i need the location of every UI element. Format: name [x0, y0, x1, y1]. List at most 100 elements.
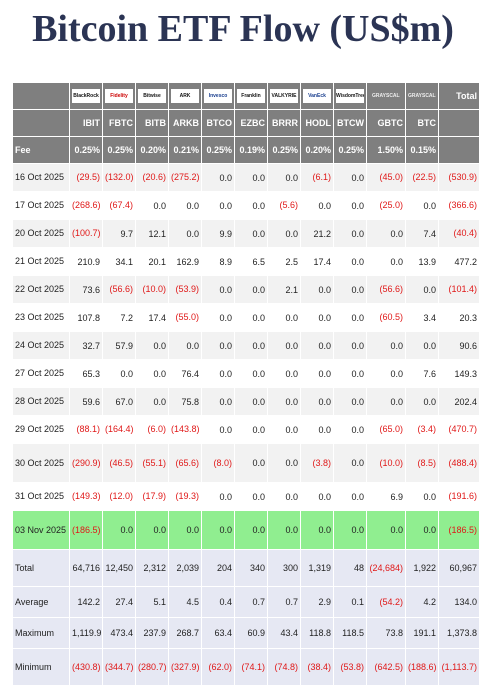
table-row: 17 Oct 2025 (268.6) (67.4) 0.0 0.0 0.0 0.0 (5.6…: [12, 191, 480, 220]
flow-value-cell: 0.0: [234, 443, 268, 483]
flow-value-cell: 0.0: [366, 219, 406, 248]
ticker-cell: FBTC: [102, 109, 136, 137]
flow-value-cell: 0.0: [405, 510, 439, 550]
summary-row: Total 64,716 12,450 2,312 2,039 204 340 300 1,31…: [12, 549, 480, 587]
flow-value-cell: 0.0: [300, 359, 334, 388]
flow-value-cell: (65.6): [168, 443, 202, 483]
flow-value-cell: 7.6: [405, 359, 439, 388]
flow-value-cell: 0.0: [366, 247, 406, 276]
flow-value-cell: 0.0: [333, 331, 367, 360]
flow-value-cell: 0.0: [333, 275, 367, 304]
flow-value-cell: (88.1): [69, 415, 103, 444]
flow-value-cell: 8.9: [201, 247, 235, 276]
fee-cell: 0.20%: [300, 136, 334, 164]
flow-value-cell: 0.0: [333, 415, 367, 444]
flow-value-cell: 0.0: [300, 191, 334, 220]
flow-value-cell: 0.4: [201, 586, 235, 618]
flow-value-cell: (25.0): [366, 191, 406, 220]
flow-value-cell: (5.6): [267, 191, 301, 220]
flow-value-cell: 0.0: [201, 482, 235, 511]
summary-row: Average 142.2 27.4 5.1 4.5 0.4 0.7 0.7 2.9 0.1 (54…: [12, 586, 480, 618]
flow-value-cell: 7.4: [405, 219, 439, 248]
franklin-logo-icon: Franklin: [237, 89, 265, 103]
flow-value-cell: (6.1): [300, 163, 334, 192]
flow-value-cell: (327.9): [168, 648, 202, 686]
etf-flow-table: BlackRock Fidelity Bitwise ARK Invesco F…: [12, 82, 480, 686]
flow-value-cell: 0.0: [333, 510, 367, 550]
flow-value-cell: 0.0: [405, 482, 439, 511]
flow-value-cell: 0.0: [234, 219, 268, 248]
flow-value-cell: 21.2: [300, 219, 334, 248]
flow-value-cell: 0.0: [366, 359, 406, 388]
flow-value-cell: 0.0: [135, 191, 169, 220]
row-total-cell: 134.0: [438, 586, 480, 618]
flow-value-cell: 34.1: [102, 247, 136, 276]
flow-value-cell: 0.0: [267, 510, 301, 550]
flow-value-cell: 0.0: [267, 359, 301, 388]
blackrock-logo-icon: BlackRock: [72, 89, 100, 103]
flow-value-cell: 0.0: [267, 331, 301, 360]
flow-value-cell: 57.9: [102, 331, 136, 360]
table-row: 28 Oct 2025 59.6 67.0 0.0 75.8 0.0 0.0 0.0 0.0 0.…: [12, 387, 480, 416]
flow-value-cell: 107.8: [69, 303, 103, 332]
date-cell: 20 Oct 2025: [12, 219, 70, 248]
flow-value-cell: 0.0: [234, 510, 268, 550]
flow-value-cell: 6.5: [234, 247, 268, 276]
flow-value-cell: (430.8): [69, 648, 103, 686]
fidelity-logo-icon: Fidelity: [105, 89, 133, 103]
table-row: 16 Oct 2025 (29.5) (132.0) (20.6) (275.2) 0.0…: [12, 163, 480, 192]
flow-value-cell: 0.0: [300, 387, 334, 416]
flow-value-cell: (20.6): [135, 163, 169, 192]
flow-value-cell: (132.0): [102, 163, 136, 192]
flow-value-cell: 142.2: [69, 586, 103, 618]
flow-value-cell: 0.0: [168, 331, 202, 360]
flow-value-cell: 0.0: [366, 331, 406, 360]
flow-value-cell: (46.5): [102, 443, 136, 483]
row-total-cell: (488.4): [438, 443, 480, 483]
summary-label-cell: Average: [12, 586, 70, 618]
row-total-cell: (1,113.7): [438, 648, 480, 686]
flow-value-cell: 1,922: [405, 549, 439, 587]
flow-value-cell: 0.0: [405, 387, 439, 416]
flow-value-cell: (56.6): [366, 275, 406, 304]
page-title: Bitcoin ETF Flow (US$m): [32, 8, 454, 50]
flow-value-cell: 3.4: [405, 303, 439, 332]
flow-value-cell: (164.4): [102, 415, 136, 444]
flow-value-cell: (56.6): [102, 275, 136, 304]
flow-value-cell: (8.5): [405, 443, 439, 483]
flow-value-cell: (55.0): [168, 303, 202, 332]
fee-cell: 0.25%: [69, 136, 103, 164]
flow-value-cell: 0.0: [234, 387, 268, 416]
date-cell: 29 Oct 2025: [12, 415, 70, 444]
flow-value-cell: (6.0): [135, 415, 169, 444]
fee-cell: 0.21%: [168, 136, 202, 164]
flow-value-cell: 0.0: [102, 359, 136, 388]
flow-value-cell: 473.4: [102, 617, 136, 649]
issuer-logo: VanEck: [300, 82, 334, 110]
flow-value-cell: 0.0: [201, 163, 235, 192]
flow-value-cell: 0.0: [366, 510, 406, 550]
flow-value-cell: (24,684): [366, 549, 406, 587]
issuer-logo: GRAYSCALE: [366, 82, 406, 110]
flow-value-cell: 0.0: [201, 387, 235, 416]
flow-value-cell: 2,039: [168, 549, 202, 587]
issuer-logo: Franklin: [234, 82, 268, 110]
table-row: 21 Oct 2025 210.9 34.1 20.1 162.9 8.9 6.5 2.5 17…: [12, 247, 480, 276]
ticker-cell: HODL: [300, 109, 334, 137]
flow-value-cell: 0.0: [234, 331, 268, 360]
flow-value-cell: 0.0: [201, 415, 235, 444]
row-total-cell: (40.4): [438, 219, 480, 248]
flow-value-cell: 0.0: [333, 191, 367, 220]
flow-value-cell: 5.1: [135, 586, 169, 618]
flow-value-cell: 0.0: [234, 359, 268, 388]
row-total-cell: (470.7): [438, 415, 480, 444]
daily-flow-rows: 16 Oct 2025 (29.5) (132.0) (20.6) (275.2) 0.0…: [12, 163, 480, 550]
flow-value-cell: (344.7): [102, 648, 136, 686]
fee-cell: 0.15%: [405, 136, 439, 164]
flow-value-cell: 0.0: [267, 303, 301, 332]
flow-value-cell: 268.7: [168, 617, 202, 649]
flow-value-cell: 0.0: [267, 163, 301, 192]
flow-value-cell: 0.0: [168, 219, 202, 248]
flow-value-cell: 75.8: [168, 387, 202, 416]
flow-value-cell: 0.0: [333, 247, 367, 276]
